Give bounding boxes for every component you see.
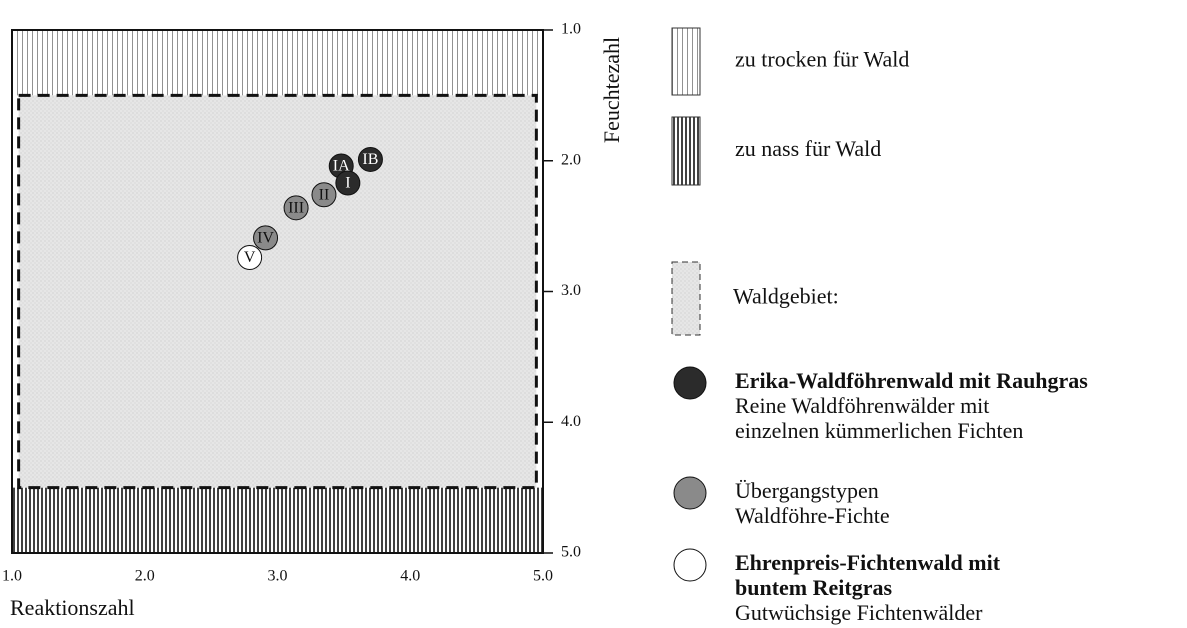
point: [311, 182, 337, 208]
legend-title: buntem Reitgras: [735, 575, 892, 600]
legend-marker: [673, 548, 707, 582]
point-label: II: [319, 186, 330, 203]
point: [253, 225, 279, 251]
y-tick-label: 2.0: [561, 151, 581, 168]
y-tick-label: 3.0: [561, 282, 581, 299]
x-tick-label: 1.0: [2, 568, 22, 585]
x-tick-label: 4.0: [400, 568, 420, 585]
y-tick-label: 1.0: [561, 21, 581, 38]
legend-swatch: [671, 27, 701, 96]
legend-label: zu nass für Wald: [735, 136, 881, 161]
legend-title: Ehrenpreis-Fichtenwald mit: [735, 550, 1001, 575]
point: [357, 146, 383, 172]
legend-description: einzelnen kümmerlichen Fichten: [735, 418, 1023, 443]
legend-title: Erika-Waldföhrenwald mit Rauhgras: [735, 368, 1088, 393]
point: [283, 195, 309, 221]
zone-wet: [12, 487, 543, 553]
legend-description: Waldföhre-Fichte: [735, 503, 890, 528]
x-tick-label: 5.0: [533, 568, 553, 585]
legend-label: Waldgebiet:: [733, 284, 839, 309]
point-label: I: [345, 175, 350, 192]
point-label: IV: [257, 230, 274, 247]
x-tick-label: 3.0: [268, 568, 288, 585]
y-tick-label: 5.0: [561, 544, 581, 561]
x-axis-label: Reaktionszahl: [10, 595, 135, 620]
zone-forest: [17, 93, 538, 490]
y-tick-label: 4.0: [561, 413, 581, 430]
legend-label: zu trocken für Wald: [735, 47, 909, 72]
point-label: IA: [333, 158, 350, 175]
legend-description: Gutwüchsige Fichtenwälder: [735, 600, 983, 625]
point: [335, 170, 361, 196]
point-label: V: [244, 249, 256, 266]
y-axis-label: Feuchtezahl: [599, 37, 624, 143]
x-tick-label: 2.0: [135, 568, 155, 585]
legend-marker: [673, 476, 707, 510]
zone-dry: [12, 30, 543, 96]
legend-swatch: [671, 116, 701, 186]
point-label: IB: [362, 151, 378, 168]
legend-description: Übergangstypen: [735, 478, 879, 503]
legend-swatch: [671, 261, 701, 336]
point-label: III: [288, 199, 304, 216]
legend-description: Reine Waldföhrenwälder mit: [735, 393, 989, 418]
legend-marker: [673, 366, 707, 400]
point: [237, 245, 263, 271]
